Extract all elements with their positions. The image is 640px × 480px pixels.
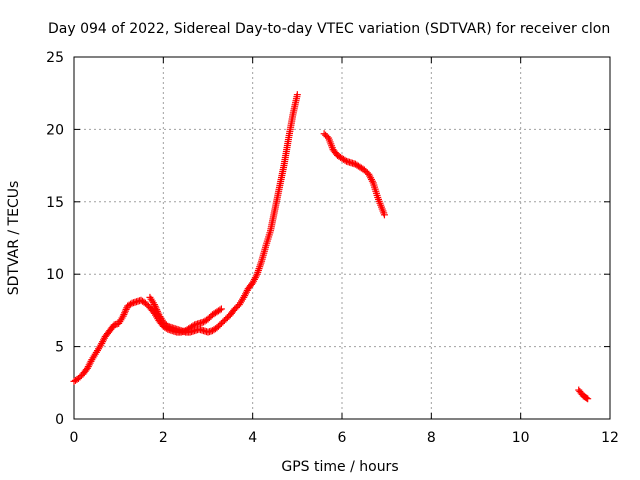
y-axis-label: SDTVAR / TECUs <box>6 181 22 296</box>
data-point <box>121 309 129 317</box>
y-tick-label: 10 <box>46 267 64 283</box>
data-point <box>380 211 388 219</box>
x-axis-label: GPS time / hours <box>281 459 398 475</box>
x-tick-label: 12 <box>601 430 619 446</box>
y-tick-label: 0 <box>55 412 64 428</box>
axis-ticks: 0 2 4 6 8 10 12 0 5 10 15 20 25 <box>46 50 619 446</box>
x-tick-label: 8 <box>427 430 436 446</box>
x-tick-label: 0 <box>70 430 79 446</box>
y-tick-label: 15 <box>46 195 64 211</box>
x-tick-label: 6 <box>338 430 347 446</box>
data-point <box>153 307 161 315</box>
data-point <box>341 156 349 164</box>
data-point <box>119 312 127 320</box>
x-tick-label: 10 <box>512 430 530 446</box>
y-tick-label: 25 <box>46 50 64 66</box>
x-tick-label: 2 <box>159 430 168 446</box>
data-point <box>127 300 135 308</box>
data-point <box>120 311 128 319</box>
y-tick-label: 5 <box>55 340 64 356</box>
data-point <box>216 306 224 314</box>
data-point <box>153 306 161 314</box>
data-point <box>293 91 301 99</box>
data-point <box>151 302 159 310</box>
x-tick-label: 4 <box>248 430 257 446</box>
grid <box>74 57 610 419</box>
data-point <box>121 307 129 315</box>
data-point <box>150 301 158 309</box>
y-tick-label: 20 <box>46 122 64 138</box>
data-point <box>584 395 592 403</box>
chart-title: Day 094 of 2022, Sidereal Day-to-day VTE… <box>48 21 610 37</box>
data-point <box>122 305 130 313</box>
data-point <box>152 304 160 312</box>
data-point <box>583 394 591 402</box>
data-points <box>70 91 592 403</box>
data-point <box>217 305 225 313</box>
